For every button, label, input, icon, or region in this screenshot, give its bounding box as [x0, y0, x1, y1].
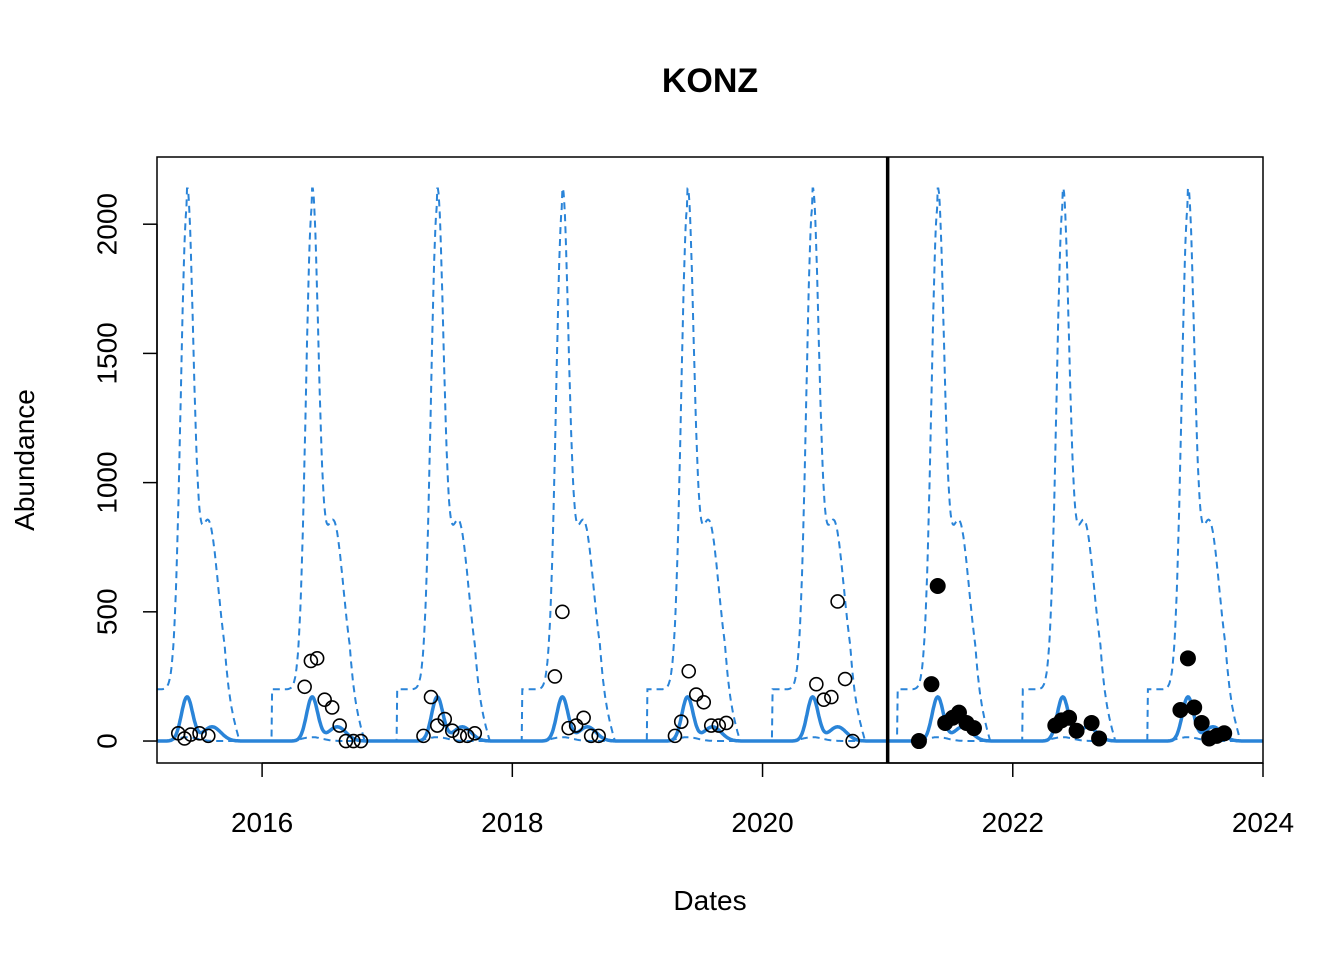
observed-point	[583, 728, 599, 744]
observed-point	[824, 689, 839, 705]
upper-interval-line	[157, 187, 1263, 742]
axes: 2016 2018 2020 2022 2024 0 500 1000 1500 2000	[91, 156, 1294, 838]
observed-point	[297, 679, 312, 695]
observed-point	[452, 728, 468, 744]
observed-point	[423, 689, 439, 705]
plot-area	[157, 157, 1263, 763]
observed-forecast-point	[1179, 650, 1196, 667]
observed-forecast-point	[1091, 730, 1108, 747]
observed-point	[667, 728, 683, 744]
observed-point	[703, 718, 719, 733]
observed-point	[338, 733, 354, 749]
x-tick-label: 2022	[982, 807, 1044, 838]
y-tick-label: 1000	[91, 451, 122, 513]
observed-forecast-point	[1083, 714, 1100, 731]
chart-title: KONZ	[662, 62, 758, 100]
observed-point	[353, 733, 369, 749]
observed-forecast-point	[965, 720, 982, 737]
observed-point	[576, 710, 591, 726]
observed-point	[467, 725, 483, 741]
observed-point	[555, 604, 570, 620]
y-tick-label: 500	[91, 588, 122, 635]
observed-point	[192, 725, 207, 741]
observed-point	[183, 727, 199, 742]
x-tick-label: 2020	[731, 807, 793, 838]
plot-frame	[156, 156, 1264, 764]
observed-point	[547, 669, 563, 684]
observed-point	[444, 723, 460, 738]
observed-forecast-point	[1216, 725, 1233, 742]
y-axis-label: Abundance	[9, 389, 40, 531]
observed-point	[346, 733, 361, 749]
observed-point	[696, 694, 712, 710]
observed-point	[845, 733, 860, 749]
observed-point	[332, 718, 347, 733]
observed-point	[816, 692, 832, 707]
observed-point	[459, 728, 475, 744]
observed-forecast-point	[923, 676, 940, 693]
x-tick-label: 2016	[231, 807, 293, 838]
observed-forecast-point	[1172, 702, 1189, 719]
x-axis-label: Dates	[673, 885, 746, 916]
observed-point	[561, 720, 576, 736]
observed-point	[317, 692, 332, 707]
x-tick-label: 2024	[1232, 807, 1294, 838]
observed-forecast-point	[1068, 722, 1085, 739]
observed-point	[718, 715, 734, 731]
y-tick-label: 0	[91, 733, 122, 749]
lower-interval-line	[157, 736, 1263, 742]
observed-point	[303, 653, 319, 669]
observed-point	[830, 594, 845, 609]
observed-point	[688, 687, 704, 702]
observed-point	[809, 676, 824, 692]
y-tick-label: 1500	[91, 322, 122, 384]
observed-forecast-point	[1061, 709, 1078, 726]
observed-point	[568, 718, 584, 733]
observed-point	[837, 671, 853, 687]
x-tick-label: 2018	[481, 807, 543, 838]
observed-point	[591, 728, 606, 744]
observed-forecast-point	[1186, 699, 1203, 716]
observed-point	[200, 728, 216, 744]
observed-forecast-point	[1193, 714, 1210, 731]
observed-forecast-point	[929, 577, 946, 594]
observed-point	[711, 718, 727, 733]
observed-point	[681, 663, 697, 679]
observed-point	[416, 728, 431, 744]
observed-forecast-point	[910, 733, 927, 750]
observed-point	[673, 714, 689, 729]
y-tick-label: 2000	[91, 193, 122, 255]
observed-point	[324, 700, 340, 715]
observed-point	[437, 711, 453, 727]
series-group	[157, 187, 1263, 750]
observed-point	[309, 651, 325, 666]
